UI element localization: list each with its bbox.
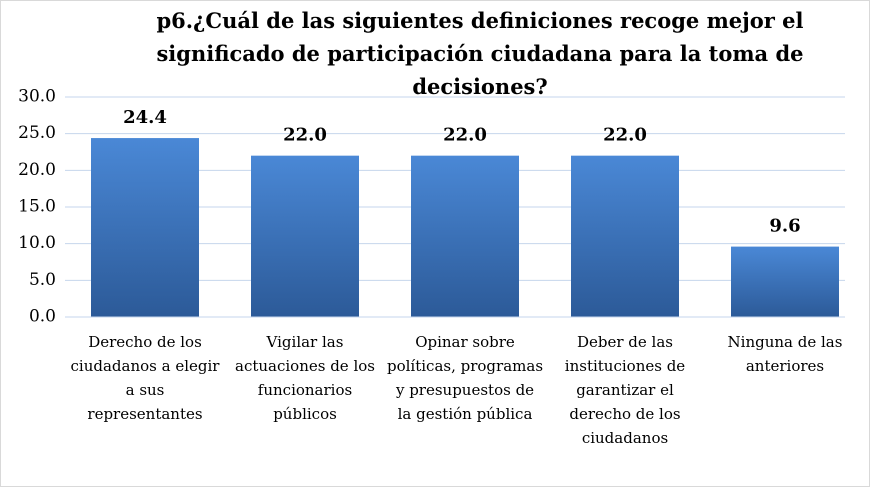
x-tick-label: Opinar sobre políticas, programas y pres…: [387, 333, 544, 423]
y-tick-label: 5.0: [29, 270, 56, 290]
y-tick-label: 30.0: [18, 87, 56, 107]
x-tick-label: Vigilar las actuaciones de los funcionar…: [235, 333, 375, 423]
bar: [571, 155, 679, 317]
bar: [251, 155, 359, 317]
data-label: 22.0: [443, 125, 487, 146]
x-tick-label: Deber de las instituciones de garantizar…: [564, 333, 686, 447]
bar: [411, 155, 519, 317]
chart-title: p6.¿Cuál de las siguientes definiciones …: [156, 8, 804, 99]
y-tick-label: 10.0: [18, 233, 56, 253]
bar: [91, 138, 199, 317]
y-tick-label: 0.0: [29, 307, 56, 327]
data-label: 22.0: [283, 125, 327, 146]
data-label: 24.4: [123, 107, 167, 128]
data-label: 9.6: [769, 216, 800, 237]
bar: [731, 246, 839, 317]
y-tick-label: 15.0: [18, 197, 56, 217]
data-label: 22.0: [603, 125, 647, 146]
y-tick-label: 20.0: [18, 160, 56, 180]
x-tick-label: Ninguna de las anteriores: [727, 333, 843, 375]
y-tick-label: 25.0: [18, 123, 56, 143]
x-tick-label: Derecho de los ciudadanos a elegir a sus…: [70, 333, 220, 423]
